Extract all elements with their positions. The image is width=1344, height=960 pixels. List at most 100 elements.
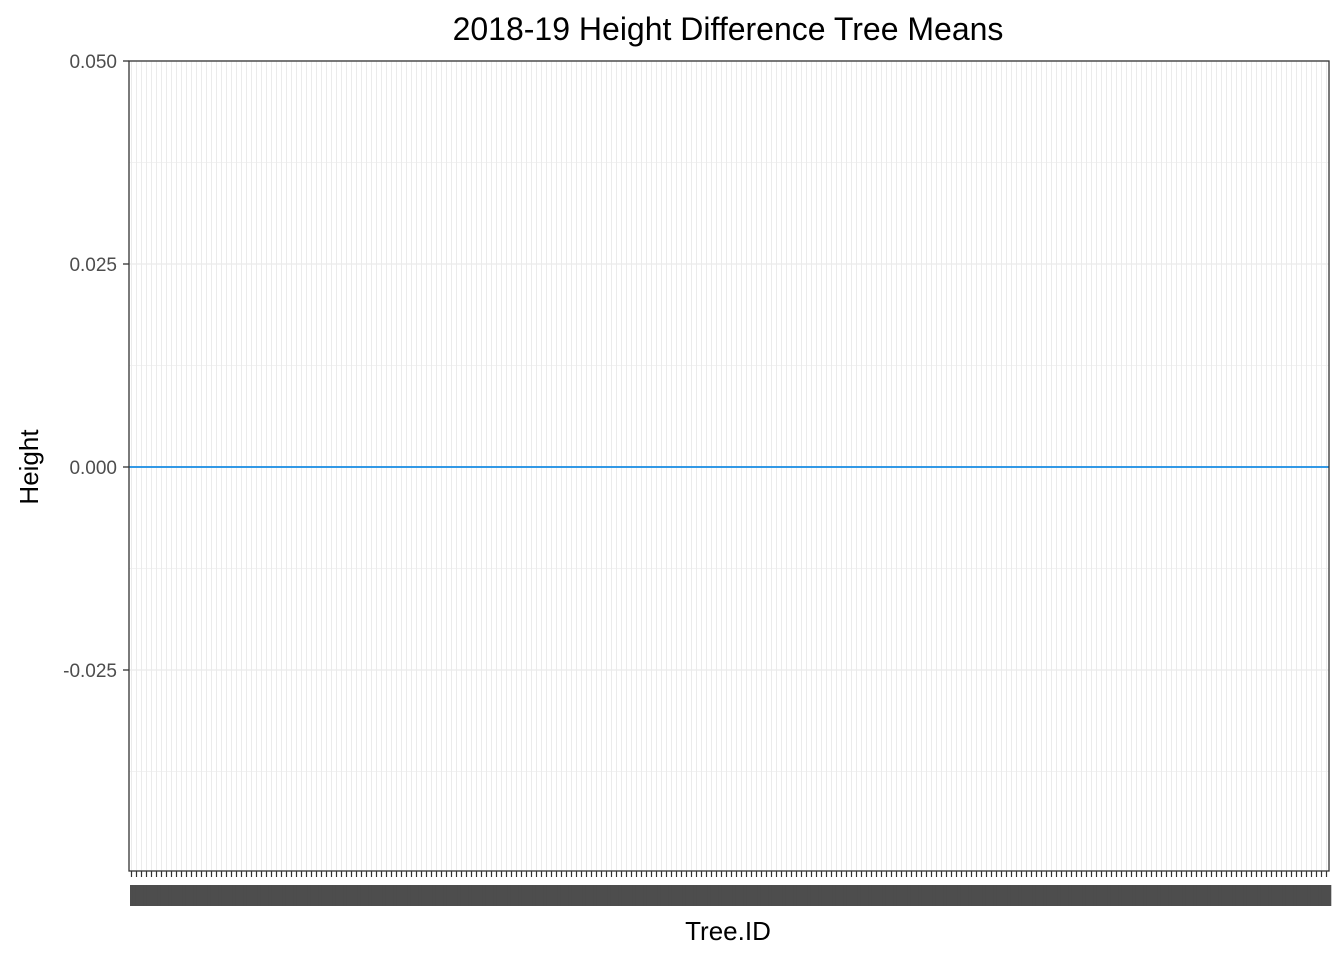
x-tick-label bbox=[1318, 885, 1325, 906]
x-tick-label bbox=[646, 885, 657, 906]
x-tick-label bbox=[371, 885, 382, 906]
x-tick-label bbox=[643, 885, 650, 906]
x-tick-label bbox=[768, 885, 775, 906]
x-tick-label bbox=[543, 885, 550, 906]
x-tick-label bbox=[1310, 885, 1323, 906]
x-tick-label bbox=[1235, 885, 1248, 906]
x-tick-label bbox=[696, 885, 707, 906]
x-tick-label bbox=[621, 885, 632, 906]
x-tick-label bbox=[805, 885, 808, 906]
x-tick-label bbox=[855, 885, 858, 906]
x-tick-label bbox=[918, 885, 925, 906]
x-tick-label bbox=[218, 885, 225, 906]
x-tick-label bbox=[818, 885, 825, 906]
x-tick-label bbox=[246, 885, 257, 906]
x-tick-label bbox=[1196, 885, 1207, 906]
x-tick-label bbox=[1146, 885, 1157, 906]
x-tick-label bbox=[505, 885, 508, 906]
x-tick-label bbox=[718, 885, 725, 906]
x-tick-label bbox=[921, 885, 932, 906]
x-tick-label bbox=[196, 885, 207, 906]
x-tick-label bbox=[380, 885, 383, 906]
x-tick-label bbox=[168, 885, 175, 906]
x-tick-label bbox=[1110, 885, 1123, 906]
x-tick-label bbox=[910, 885, 923, 906]
x-tick-label bbox=[1260, 885, 1273, 906]
x-tick-label bbox=[1296, 885, 1307, 906]
x-tick-label bbox=[785, 885, 798, 906]
x-tick-label bbox=[410, 885, 423, 906]
x-tick-label bbox=[360, 885, 373, 906]
x-tick-label bbox=[560, 885, 573, 906]
x-tick-label bbox=[1093, 885, 1100, 906]
x-tick-label bbox=[205, 885, 208, 906]
x-tick-label bbox=[1321, 885, 1332, 906]
x-tick-label bbox=[235, 885, 248, 906]
x-tick-label bbox=[1135, 885, 1148, 906]
x-tick-label bbox=[980, 885, 983, 906]
x-tick-label bbox=[593, 885, 600, 906]
x-axis-ticks bbox=[130, 871, 1332, 906]
x-tick-label bbox=[130, 885, 133, 906]
x-tick-label bbox=[435, 885, 448, 906]
x-tick-label bbox=[960, 885, 973, 906]
x-tick-label bbox=[771, 885, 782, 906]
x-tick-label bbox=[668, 885, 675, 906]
x-tick-label bbox=[1205, 885, 1208, 906]
x-tick-label bbox=[455, 885, 458, 906]
x-tick-label bbox=[610, 885, 623, 906]
x-tick-label bbox=[1243, 885, 1250, 906]
x-tick-label bbox=[193, 885, 200, 906]
x-tick-label bbox=[1271, 885, 1282, 906]
x-tick-label bbox=[221, 885, 232, 906]
x-tick-label bbox=[968, 885, 975, 906]
x-tick-label bbox=[1046, 885, 1057, 906]
x-tick-label bbox=[330, 885, 333, 906]
x-tick-label bbox=[955, 885, 958, 906]
x-tick-label bbox=[1043, 885, 1050, 906]
x-tick-label bbox=[846, 885, 857, 906]
x-tick-label bbox=[1218, 885, 1225, 906]
x-tick-label bbox=[830, 885, 833, 906]
x-tick-label bbox=[296, 885, 307, 906]
x-tick-label bbox=[1293, 885, 1300, 906]
chart-title: 2018-19 Height Difference Tree Means bbox=[453, 11, 1004, 47]
x-tick-label bbox=[1155, 885, 1158, 906]
x-tick-label bbox=[730, 885, 733, 906]
x-tick-label bbox=[1060, 885, 1073, 906]
x-tick-label bbox=[585, 885, 598, 906]
x-tick-label bbox=[860, 885, 873, 906]
x-tick-label bbox=[721, 885, 732, 906]
x-tick-label bbox=[230, 885, 233, 906]
x-tick-label bbox=[460, 885, 473, 906]
x-tick-label bbox=[446, 885, 457, 906]
x-tick-label bbox=[285, 885, 298, 906]
x-tick-label bbox=[271, 885, 282, 906]
x-tick-label bbox=[985, 885, 998, 906]
x-tick-label bbox=[393, 885, 400, 906]
x-tick-label bbox=[1068, 885, 1075, 906]
x-tick-label bbox=[321, 885, 332, 906]
x-tick-label bbox=[318, 885, 325, 906]
x-tick-label bbox=[705, 885, 708, 906]
x-tick-label bbox=[280, 885, 283, 906]
x-tick-label bbox=[443, 885, 450, 906]
x-tick-label bbox=[996, 885, 1007, 906]
x-tick-label bbox=[485, 885, 498, 906]
x-tick-label bbox=[971, 885, 982, 906]
x-tick-label bbox=[1171, 885, 1182, 906]
x-tick-label bbox=[1130, 885, 1133, 906]
x-tick-label bbox=[760, 885, 773, 906]
x-tick-label bbox=[143, 885, 150, 906]
x-tick-label bbox=[1010, 885, 1023, 906]
x-tick-label bbox=[793, 885, 800, 906]
x-tick-label bbox=[243, 885, 250, 906]
x-tick-label bbox=[1185, 885, 1198, 906]
x-tick-label bbox=[660, 885, 673, 906]
x-tick-label bbox=[418, 885, 425, 906]
x-tick-label bbox=[735, 885, 748, 906]
x-tick-label bbox=[693, 885, 700, 906]
x-tick-label bbox=[335, 885, 348, 906]
x-tick-label bbox=[880, 885, 883, 906]
